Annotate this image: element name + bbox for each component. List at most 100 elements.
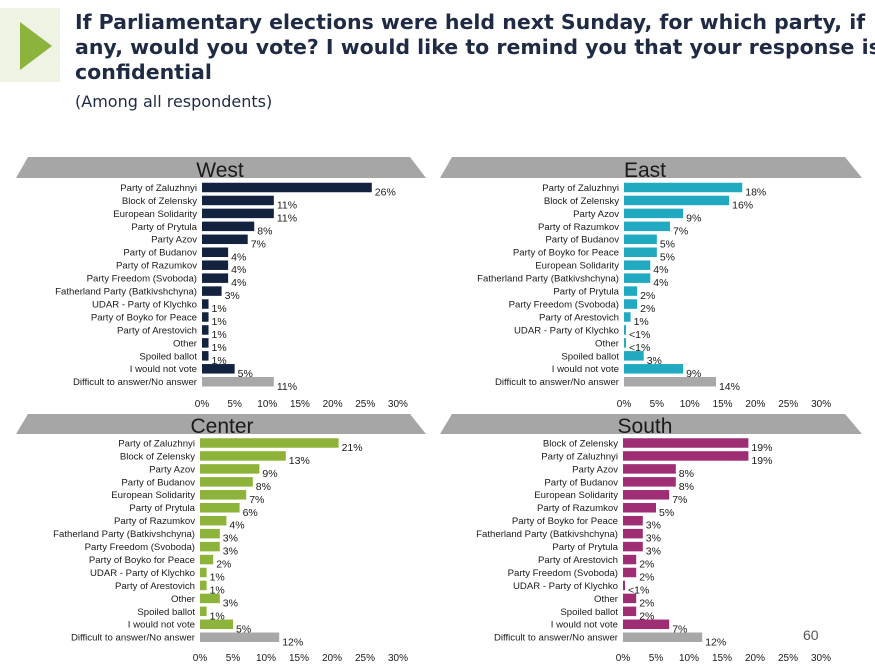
center-x-tick-label: 5%	[226, 653, 241, 664]
east-bar	[624, 273, 651, 283]
east-category-label: Spoiled ballot	[561, 351, 619, 362]
center-bar	[200, 528, 220, 539]
west-x-tick-label: 5%	[227, 399, 242, 410]
center-bar	[200, 606, 207, 617]
center-value-label: 1%	[210, 572, 225, 584]
center-category-label: Fatherland Party (Batkivshchyna)	[53, 529, 195, 540]
east-x-tick-label: 0%	[617, 399, 632, 410]
east-panel: East Party of Zaluzhnyi 18% Block of Zelens…	[440, 157, 862, 410]
east-bar	[624, 182, 743, 193]
east-value-label: 2%	[640, 303, 655, 315]
west-category-label: Fatherland Party (Batkivshchyna)	[55, 287, 197, 298]
south-category-label: Party of Boyko for Peace	[512, 516, 618, 527]
south-category-label: Difficult to answer/No answer	[494, 633, 619, 644]
center-bar	[200, 554, 214, 565]
west-bar	[202, 195, 274, 206]
west-value-label: 5%	[238, 368, 253, 380]
west-category-label: Spoiled ballot	[139, 351, 197, 362]
east-category-label: I would not vote	[552, 364, 619, 375]
east-bar	[624, 208, 684, 219]
east-value-label: 4%	[653, 264, 668, 276]
center-x-tick-label: 25%	[355, 653, 375, 664]
south-bar	[623, 580, 625, 591]
south-bar	[623, 619, 670, 630]
south-bar	[623, 503, 656, 513]
south-value-label: 7%	[672, 623, 687, 635]
south-value-label: <1%	[628, 584, 649, 596]
west-category-label: European Solidarity	[113, 209, 197, 220]
south-bar	[623, 593, 637, 604]
center-x-tick-label: 10%	[256, 653, 276, 664]
south-category-label: Party Azov	[572, 464, 618, 475]
east-category-label: UDAR - Party of Klychko	[514, 325, 619, 336]
south-category-label: Party of Budanov	[544, 477, 618, 488]
center-category-label: Party Freedom (Svoboda)	[85, 542, 195, 553]
center-category-label: Spoiled ballot	[137, 607, 195, 618]
center-category-label: Party of Prytula	[129, 503, 195, 514]
east-bar	[624, 234, 657, 245]
south-category-label: Party of Prytula	[552, 542, 618, 553]
south-category-label: Party of Razumkov	[537, 503, 618, 514]
page-number: 60	[803, 627, 819, 643]
east-value-label: 16%	[732, 199, 753, 211]
south-category-label: Party of Arestovich	[538, 555, 618, 566]
east-category-label: Block of Zelensky	[544, 196, 619, 207]
west-bar	[202, 234, 248, 245]
center-category-label: Block of Zelensky	[120, 451, 195, 462]
center-title-band	[16, 414, 426, 434]
center-bar	[200, 451, 286, 461]
south-category-label: Party of Zaluzhnyi	[541, 451, 618, 462]
south-bar	[623, 541, 643, 552]
center-category-label: Other	[171, 594, 196, 605]
south-category-label: UDAR - Party of Klychko	[513, 581, 618, 592]
east-x-tick-label: 30%	[811, 399, 831, 410]
east-value-label: 7%	[673, 225, 688, 237]
west-bar	[202, 351, 209, 361]
west-title-band	[16, 157, 426, 178]
south-title-band	[440, 414, 862, 434]
east-bar	[624, 351, 644, 361]
west-bar	[202, 182, 372, 193]
south-bar	[623, 632, 703, 642]
slide-title-line-2: any, would you vote? I would like to rem…	[75, 35, 875, 59]
east-bar	[624, 286, 638, 296]
east-bar	[624, 325, 626, 335]
east-category-label: Difficult to answer/No answer	[495, 377, 620, 388]
center-value-label: 3%	[223, 546, 238, 558]
center-category-label: UDAR - Party of Klychko	[90, 568, 195, 579]
east-bar	[624, 338, 626, 348]
east-panel-title: East	[624, 159, 666, 182]
west-value-label: 1%	[212, 316, 227, 328]
south-value-label: 8%	[679, 481, 694, 493]
west-value-label: 8%	[257, 225, 272, 237]
west-x-tick-label: 10%	[257, 399, 277, 410]
center-bar	[200, 503, 240, 513]
east-category-label: Party Freedom (Svoboda)	[509, 299, 619, 310]
center-category-label: I would not vote	[128, 620, 195, 631]
center-category-label: Party of Razumkov	[114, 516, 195, 527]
west-category-label: Party of Boyko for Peace	[91, 312, 197, 323]
south-category-label: I would not vote	[551, 620, 618, 631]
south-value-label: 2%	[639, 559, 654, 571]
east-bar	[624, 312, 631, 322]
center-category-label: Party Azov	[149, 464, 195, 475]
west-category-label: Block of Zelensky	[122, 196, 197, 207]
east-bar	[624, 364, 684, 374]
east-value-label: 5%	[660, 251, 675, 263]
south-bar	[623, 606, 637, 617]
west-bar	[202, 286, 222, 296]
south-value-label: 5%	[659, 507, 674, 519]
south-category-label: Other	[594, 594, 619, 605]
south-bar	[623, 477, 676, 487]
west-x-tick-label: 25%	[355, 399, 375, 410]
center-value-label: 1%	[210, 584, 225, 596]
west-x-tick-label: 0%	[195, 399, 210, 410]
slide-subtitle: (Among all respondents)	[75, 92, 272, 111]
west-value-label: 11%	[277, 212, 297, 224]
south-value-label: 8%	[679, 468, 694, 480]
west-bar	[202, 221, 255, 232]
east-x-tick-label: 20%	[745, 399, 765, 410]
west-value-label: 4%	[231, 277, 246, 289]
